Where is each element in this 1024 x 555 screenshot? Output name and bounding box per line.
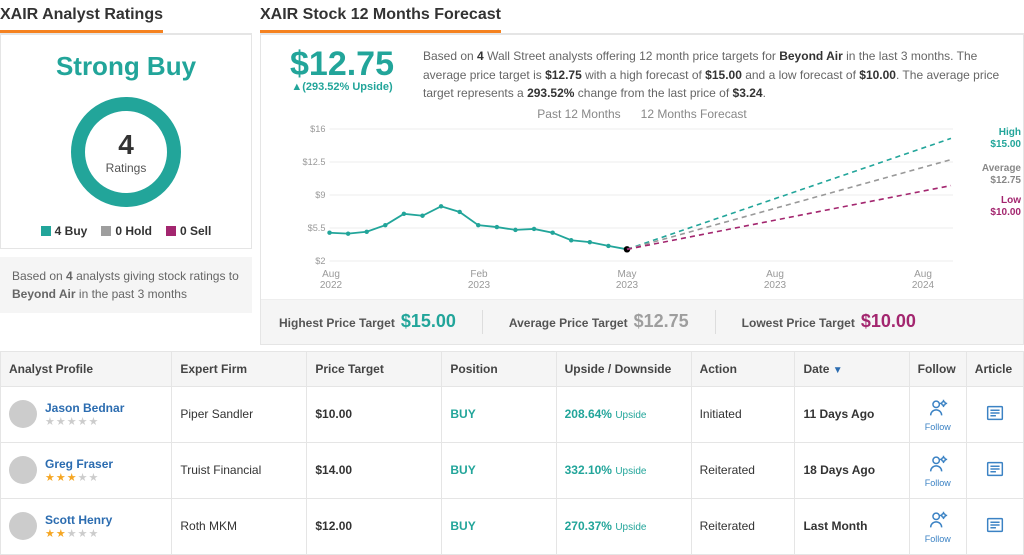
position-cell: BUY (442, 442, 556, 498)
svg-text:$5.5: $5.5 (308, 223, 326, 233)
position-cell: BUY (442, 498, 556, 554)
chart-past-label: Past 12 Months (537, 107, 620, 121)
date-cell: 18 Days Ago (795, 442, 909, 498)
th-firm[interactable]: Expert Firm (172, 351, 307, 386)
forecast-panel-title: XAIR Stock 12 Months Forecast (260, 0, 501, 33)
target-cell: $14.00 (307, 442, 442, 498)
table-row: Jason Bednar ★★★★★ Piper Sandler $10.00 … (1, 386, 1024, 442)
follow-button[interactable] (927, 520, 949, 534)
avg-price-target: $12.75 (277, 47, 407, 81)
table-row: Greg Fraser ★★★★★ Truist Financial $14.0… (1, 442, 1024, 498)
th-upside[interactable]: Upside / Downside (556, 351, 691, 386)
th-follow: Follow (909, 351, 966, 386)
follow-button[interactable] (927, 408, 949, 422)
upside-percent: ▲(293.52% Upside) (277, 81, 407, 93)
date-cell: Last Month (795, 498, 909, 554)
th-action[interactable]: Action (691, 351, 795, 386)
buy-swatch (41, 226, 51, 236)
ratings-donut: 4 Ratings (66, 92, 186, 212)
ratings-legend: 4 Buy 0 Hold 0 Sell (9, 224, 243, 238)
sell-swatch (166, 226, 176, 236)
svg-text:$12.5: $12.5 (303, 157, 326, 167)
analyst-stars: ★★★★★ (45, 415, 124, 428)
price-targets-bar: Highest Price Target $15.00 Average Price… (261, 299, 1023, 344)
analyst-name-link[interactable]: Greg Fraser (45, 457, 113, 471)
legend-buy: 4 Buy (55, 224, 88, 238)
chart-xaxis: Aug2022Feb2023May2023Aug2023Aug2024 (261, 269, 1023, 299)
analyst-avatar[interactable] (9, 512, 37, 540)
firm-cell: Piper Sandler (172, 386, 307, 442)
hold-swatch (101, 226, 111, 236)
chart-forecast-label: 12 Months Forecast (641, 107, 747, 121)
sort-desc-icon: ▼ (833, 365, 843, 376)
analyst-name-link[interactable]: Scott Henry (45, 513, 112, 527)
th-target[interactable]: Price Target (307, 351, 442, 386)
low-target-value: $10.00 (861, 311, 916, 331)
forecast-chart[interactable]: $16 $12.5 $9 $5.5 $2 High$15.00 Average$12.7… (261, 121, 1023, 269)
date-cell: 11 Days Ago (795, 386, 909, 442)
svg-text:$16: $16 (310, 125, 325, 134)
forecast-description: Based on 4 Wall Street analysts offering… (423, 47, 1007, 103)
analyst-avatar[interactable] (9, 456, 37, 484)
th-article: Article (966, 351, 1023, 386)
legend-hold: 0 Hold (115, 224, 152, 238)
th-profile[interactable]: Analyst Profile (1, 351, 172, 386)
table-row: Scott Henry ★★★★★ Roth MKM $12.00 BUY 27… (1, 498, 1024, 554)
th-date[interactable]: Date ▼ (795, 351, 909, 386)
chart-avg-label: Average$12.75 (982, 163, 1021, 187)
analyst-stars: ★★★★★ (45, 471, 113, 484)
target-cell: $10.00 (307, 386, 442, 442)
th-position[interactable]: Position (442, 351, 556, 386)
upside-cell: 332.10% Upside (556, 442, 691, 498)
low-target-label: Lowest Price Target (742, 316, 855, 330)
article-button[interactable] (984, 413, 1006, 427)
upside-cell: 270.37% Upside (556, 498, 691, 554)
avg-target-label: Average Price Target (509, 316, 628, 330)
legend-sell: 0 Sell (180, 224, 211, 238)
avg-target-value: $12.75 (634, 311, 689, 331)
high-target-label: Highest Price Target (279, 316, 395, 330)
ratings-label: Ratings (106, 161, 147, 175)
follow-button[interactable] (927, 464, 949, 478)
chart-high-label: High$15.00 (982, 127, 1021, 151)
chart-low-label: Low$10.00 (982, 195, 1021, 219)
target-cell: $12.00 (307, 498, 442, 554)
ratings-card: Strong Buy 4 Ratings 4 Buy 0 Hold 0 Sell (0, 34, 252, 249)
analyst-table: Analyst Profile Expert Firm Price Target… (0, 351, 1024, 555)
firm-cell: Truist Financial (172, 442, 307, 498)
analyst-stars: ★★★★★ (45, 527, 112, 540)
svg-text:$2: $2 (315, 256, 325, 265)
high-target-value: $15.00 (401, 311, 456, 331)
action-cell: Initiated (691, 386, 795, 442)
article-button[interactable] (984, 469, 1006, 483)
upside-cell: 208.64% Upside (556, 386, 691, 442)
firm-cell: Roth MKM (172, 498, 307, 554)
analyst-avatar[interactable] (9, 400, 37, 428)
position-cell: BUY (442, 386, 556, 442)
ratings-panel-title: XAIR Analyst Ratings (0, 0, 163, 33)
svg-text:$9: $9 (315, 190, 325, 200)
article-button[interactable] (984, 525, 1006, 539)
action-cell: Reiterated (691, 442, 795, 498)
consensus-verdict: Strong Buy (9, 51, 243, 82)
ratings-footnote: Based on 4 analysts giving stock ratings… (0, 257, 252, 313)
forecast-card: $12.75 ▲(293.52% Upside) Based on 4 Wall… (260, 34, 1024, 345)
analyst-name-link[interactable]: Jason Bednar (45, 401, 124, 415)
ratings-count: 4 (118, 129, 134, 161)
action-cell: Reiterated (691, 498, 795, 554)
